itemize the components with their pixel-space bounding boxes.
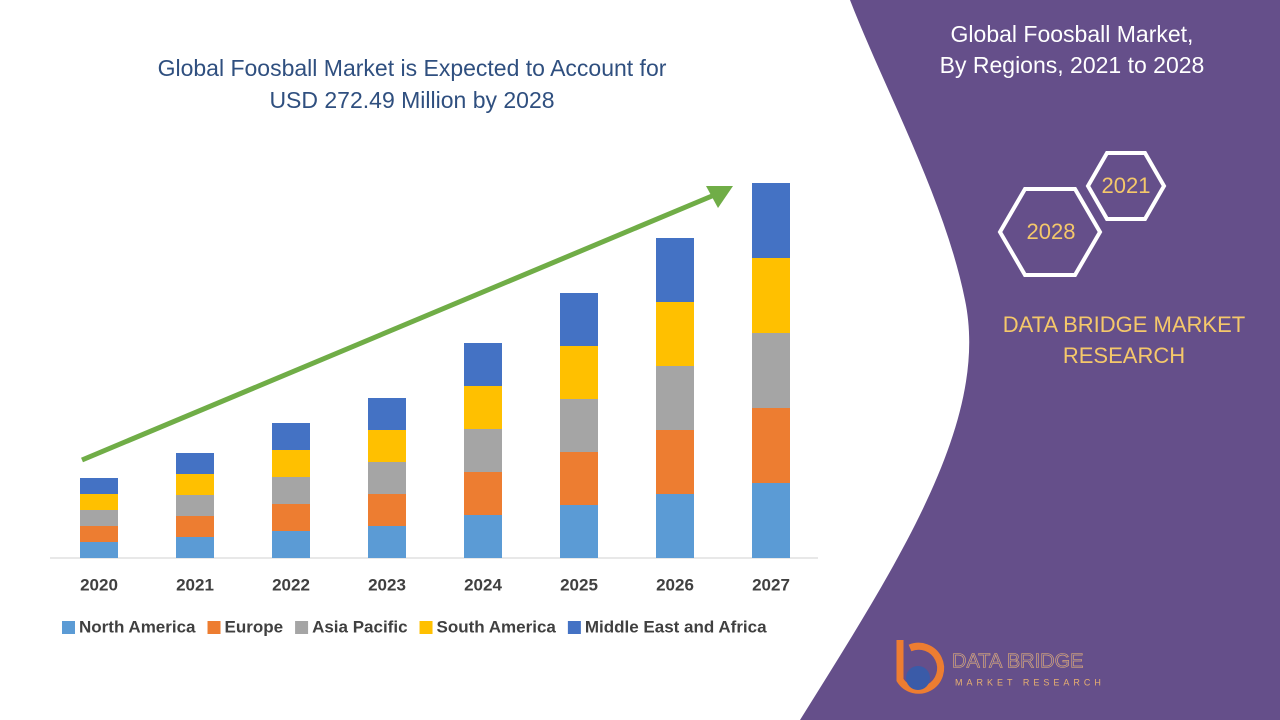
bar-segment [176, 453, 214, 474]
trend-arrow [81, 193, 713, 463]
bar-segment [464, 429, 502, 472]
bar-segment [80, 510, 118, 526]
legend-swatch [567, 621, 581, 634]
bar-segment [752, 483, 790, 558]
hex-year: 2028 [1027, 219, 1076, 244]
x-tick-label: 2026 [656, 575, 694, 594]
bar-segment [80, 526, 118, 542]
bar-segment [80, 542, 118, 558]
bar-segment [464, 472, 502, 515]
bar-segment [656, 366, 694, 430]
hex-year: 2021 [1102, 173, 1151, 198]
legend-label: North America [79, 617, 196, 636]
legend-swatch [419, 621, 433, 634]
legend-swatch [295, 621, 309, 634]
legend-label: South America [437, 617, 557, 636]
chart-title: Global Foosball Market is Expected to Ac… [157, 55, 667, 113]
bar-segment [176, 537, 214, 558]
x-tick-label: 2022 [272, 575, 310, 594]
x-tick-label: 2020 [80, 575, 118, 594]
x-tick-label: 2021 [176, 575, 214, 594]
x-tick-label: 2027 [752, 575, 790, 594]
x-tick-label: 2024 [464, 575, 502, 594]
bar-segment [464, 343, 502, 386]
panel-title: Global Foosball Market, [951, 21, 1194, 47]
bar-segment [560, 505, 598, 558]
bar-segment [368, 494, 406, 526]
bar-segment [176, 516, 214, 537]
bar-segment [464, 515, 502, 558]
hexagon [997, 187, 1103, 277]
bar-segment [272, 450, 310, 477]
trend-arrow-head [706, 186, 733, 208]
x-tick-label: 2023 [368, 575, 406, 594]
bar-segment [464, 386, 502, 429]
bar-segment [656, 430, 694, 494]
bar-segment [176, 474, 214, 495]
bar-segment [752, 183, 790, 258]
bar-segment [272, 531, 310, 558]
bar-segment [368, 526, 406, 558]
legend-label: Europe [225, 617, 284, 636]
bar-segment [272, 504, 310, 531]
legend-label: Middle East and Africa [585, 617, 767, 636]
legend-label: Asia Pacific [312, 617, 407, 636]
bar-segment [368, 430, 406, 462]
bar-segment [560, 399, 598, 452]
hexagon [1085, 151, 1167, 221]
legend-swatch [207, 621, 221, 634]
bar-segment [272, 423, 310, 450]
bar-segment [560, 452, 598, 505]
bar-segment [752, 333, 790, 408]
bar-segment [656, 238, 694, 302]
bar-segment [560, 346, 598, 399]
bar-segment [176, 495, 214, 516]
logo [896, 640, 945, 694]
bar-segment [656, 302, 694, 366]
bar-segment [272, 477, 310, 504]
bar-segment [752, 258, 790, 333]
bar-segment [368, 398, 406, 430]
bar-segment [656, 494, 694, 558]
bar-segment [560, 293, 598, 346]
legend-swatch [62, 621, 75, 634]
logo-text: DATA BRIDGE [952, 650, 1084, 672]
logo-subtext: MARKET RESEARCH [955, 677, 1105, 687]
bar-segment [368, 462, 406, 494]
side-panel [800, 0, 1280, 720]
brand-text: DATA BRIDGE MARKET [1003, 312, 1245, 337]
x-tick-label: 2025 [560, 575, 598, 594]
bar-segment [80, 478, 118, 494]
bar-segment [80, 494, 118, 510]
panel-title: By Regions, 2021 to 2028 [940, 52, 1205, 78]
brand-text: RESEARCH [1063, 343, 1185, 368]
bar-segment [752, 408, 790, 483]
